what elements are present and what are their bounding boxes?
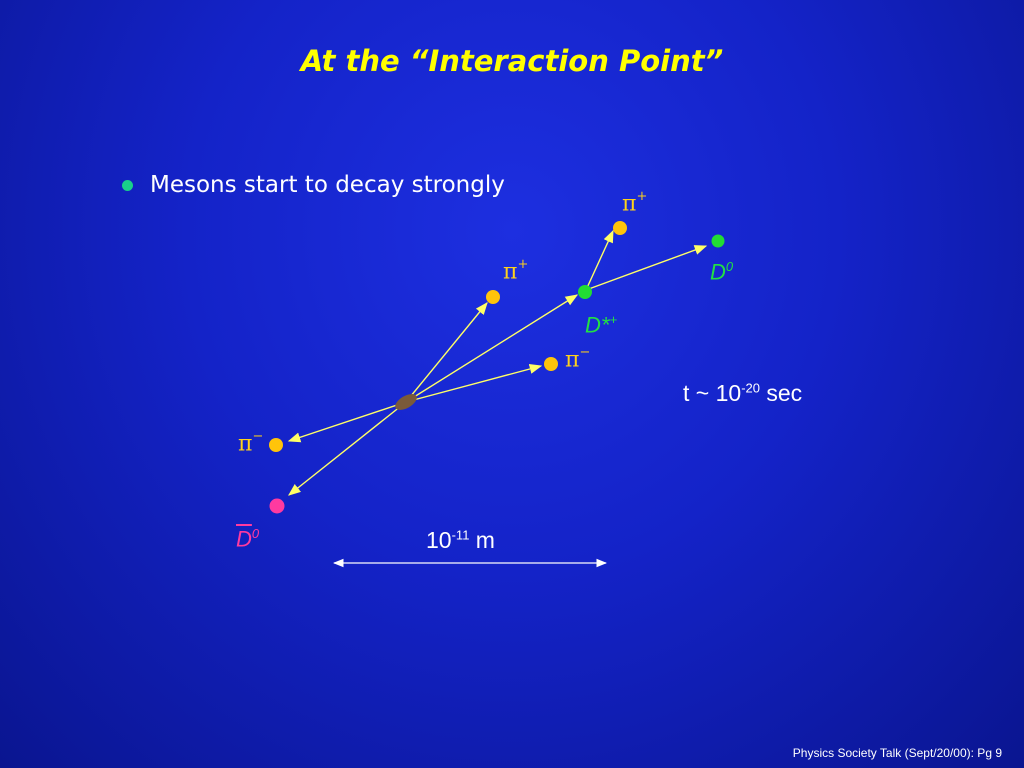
d-star-particle [578, 285, 592, 299]
track-to-d-star [405, 294, 579, 403]
d0-label: D0 [710, 259, 734, 285]
track-to-d-bar [288, 401, 407, 496]
track-to-pi-minus-right [405, 364, 543, 403]
bullet-text: Mesons start to decay strongly [150, 172, 505, 198]
d0-bar-label: D0 [236, 526, 260, 552]
interaction-point-icon [395, 394, 417, 410]
pi-minus-left-label: π− [238, 429, 264, 457]
pi-minus-right-particle [544, 357, 558, 371]
length-scale-label: 10-11 m [426, 527, 495, 553]
slide-footer: Physics Society Talk (Sept/20/00): Pg 9 [792, 746, 1002, 760]
pi-minus-right-label: π− [565, 345, 591, 373]
pi-plus-mid-particle [486, 290, 500, 304]
d-star-label: D*+ [585, 312, 618, 338]
track-dstar-to-d0 [585, 245, 708, 291]
pi-plus-mid-label: π+ [503, 257, 529, 285]
pi-plus-top-particle [613, 221, 627, 235]
track-to-pi-plus-mid [405, 302, 488, 403]
track-to-pi-minus-left [287, 401, 407, 443]
bullet-icon [122, 179, 133, 191]
d0-particle [711, 234, 725, 248]
slide-title: At the “Interaction Point” [300, 44, 724, 78]
pi-plus-top-label: π+ [622, 189, 648, 217]
d-bar-particle [269, 498, 285, 514]
bullet-item: Mesons start to decay strongly [122, 172, 505, 198]
time-scale-label: t ~ 10-20 sec [683, 380, 803, 406]
pi-minus-left-particle [269, 438, 283, 452]
track-dstar-to-pi-plus [585, 229, 614, 291]
